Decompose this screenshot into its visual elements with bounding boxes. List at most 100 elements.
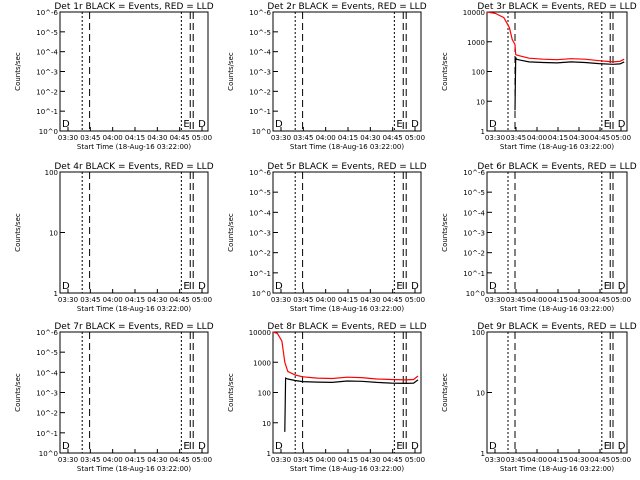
event-marker-label: E	[396, 119, 402, 130]
y-tick-label: 10^-5	[36, 349, 58, 357]
x-axis-label: Start Time (18-Aug-16 03:22:00)	[290, 465, 404, 473]
x-tick-label: 05:00	[192, 456, 212, 464]
y-tick-label: 10^0	[466, 290, 485, 298]
event-marker-label: D	[411, 119, 419, 130]
x-tick-label: 04:15	[338, 456, 358, 464]
y-axis-label: Counts/sec	[14, 373, 22, 412]
x-tick-label: 04:00	[527, 296, 547, 304]
x-tick-label: 05:00	[611, 296, 631, 304]
y-tick-label: 10^-2	[36, 88, 58, 96]
x-tick-label: 05:00	[405, 134, 425, 142]
y-tick-label: 10^-3	[36, 390, 58, 398]
y-tick-label: 10	[476, 98, 485, 106]
y-axis-label: Counts/sec	[441, 52, 449, 91]
x-tick-label: 04:45	[383, 134, 403, 142]
event-marker-label: E	[396, 281, 402, 292]
x-tick-label: 03:45	[506, 456, 526, 464]
y-tick-label: 10^-6	[36, 329, 58, 337]
y-tick-label: 10^-3	[249, 230, 271, 238]
x-tick-label: 05:00	[192, 134, 212, 142]
y-tick-label: 100	[45, 169, 58, 177]
x-axis-label: Start Time (18-Aug-16 03:22:00)	[77, 143, 191, 151]
x-tick-label: 04:45	[590, 134, 610, 142]
x-tick-label: 05:00	[192, 296, 212, 304]
x-tick-label: 05:00	[611, 456, 631, 464]
y-tick-label: 1	[267, 450, 271, 458]
y-tick-label: 10^-5	[36, 29, 58, 37]
y-axis-label: Counts/sec	[441, 373, 449, 412]
chart-title: Det 2r BLACK = Events, RED = LLD	[267, 2, 426, 12]
y-tick-label: 10^-1	[249, 270, 271, 278]
events-rate-line	[514, 57, 625, 111]
x-tick-label: 03:45	[80, 296, 100, 304]
y-tick-label: 10^-4	[249, 49, 271, 57]
x-tick-label: 04:00	[316, 134, 336, 142]
chart-panel-2: Det 2r BLACK = Events, RED = LLD Counts/s…	[227, 2, 427, 151]
y-tick-label: 10^-4	[36, 49, 58, 57]
x-tick-label: 03:45	[293, 456, 313, 464]
x-tick-label: 04:15	[125, 134, 145, 142]
x-axis-label: Start Time (18-Aug-16 03:22:00)	[77, 305, 191, 313]
x-tick-label: 03:45	[80, 134, 100, 142]
y-tick-label: 10^-3	[463, 230, 485, 238]
event-marker-label: D	[62, 281, 70, 292]
x-tick-label: 05:00	[405, 456, 425, 464]
y-axis-label: Counts/sec	[441, 213, 449, 252]
y-tick-label: 100	[258, 390, 271, 398]
y-tick-label: 10^-3	[249, 69, 271, 77]
x-tick-label: 03:30	[58, 456, 78, 464]
y-tick-label: 10^-6	[463, 169, 485, 177]
chart-title: Det 8r BLACK = Events, RED = LLD	[267, 322, 426, 332]
event-marker-label: E	[396, 441, 402, 452]
lld-rate-line	[486, 11, 625, 63]
x-tick-label: 03:45	[80, 456, 100, 464]
y-tick-label: 10^-1	[36, 108, 58, 116]
y-tick-label: 10	[262, 420, 271, 428]
x-tick-label: 04:30	[360, 296, 380, 304]
event-marker-label: D	[275, 281, 283, 292]
y-axis-label: Counts/sec	[227, 373, 235, 412]
x-tick-label: 04:30	[360, 134, 380, 142]
x-tick-label: 03:30	[271, 296, 291, 304]
x-tick-label: 03:30	[485, 134, 505, 142]
x-tick-label: 04:15	[548, 456, 568, 464]
x-tick-label: 04:00	[527, 456, 547, 464]
y-tick-label: 1	[54, 290, 58, 298]
event-marker-label: D	[489, 441, 497, 452]
x-axis-label: Start Time (18-Aug-16 03:22:00)	[500, 305, 614, 313]
event-marker-label: D	[275, 441, 283, 452]
x-tick-label: 04:45	[170, 456, 190, 464]
y-tick-label: 10^-1	[463, 270, 485, 278]
x-tick-label: 04:45	[383, 456, 403, 464]
x-tick-label: 03:30	[485, 456, 505, 464]
y-tick-label: 10^-2	[463, 250, 485, 258]
x-tick-label: 04:15	[125, 456, 145, 464]
event-marker-label: D	[489, 119, 497, 130]
x-tick-label: 04:15	[338, 296, 358, 304]
x-tick-label: 04:00	[316, 296, 336, 304]
event-marker-label: D	[411, 281, 419, 292]
x-tick-label: 03:30	[58, 296, 78, 304]
y-axis-label: Counts/sec	[14, 213, 22, 252]
x-tick-label: 04:15	[548, 134, 568, 142]
y-tick-label: 10^-2	[249, 250, 271, 258]
x-tick-label: 05:00	[405, 296, 425, 304]
x-tick-label: 04:45	[170, 134, 190, 142]
x-tick-label: 04:00	[316, 456, 336, 464]
chart-panel-1: Det 1r BLACK = Events, RED = LLD Counts/s…	[14, 2, 214, 151]
x-tick-label: 03:30	[271, 456, 291, 464]
x-axis-label: Start Time (18-Aug-16 03:22:00)	[290, 305, 404, 313]
y-tick-label: 10	[476, 390, 485, 398]
event-marker-label: E	[604, 441, 610, 452]
x-axis-label: Start Time (18-Aug-16 03:22:00)	[500, 465, 614, 473]
x-tick-label: 04:00	[103, 134, 123, 142]
x-tick-label: 04:00	[527, 134, 547, 142]
y-tick-label: 10^-4	[249, 209, 271, 217]
x-tick-label: 03:30	[58, 134, 78, 142]
y-tick-label: 10^-1	[36, 430, 58, 438]
chart-title: Det 5r BLACK = Events, RED = LLD	[267, 162, 426, 172]
y-tick-label: 10^0	[252, 128, 271, 136]
chart-panel-7: Det 7r BLACK = Events, RED = LLD Counts/s…	[14, 322, 214, 473]
y-tick-label: 10^0	[39, 128, 58, 136]
x-tick-label: 03:45	[506, 296, 526, 304]
